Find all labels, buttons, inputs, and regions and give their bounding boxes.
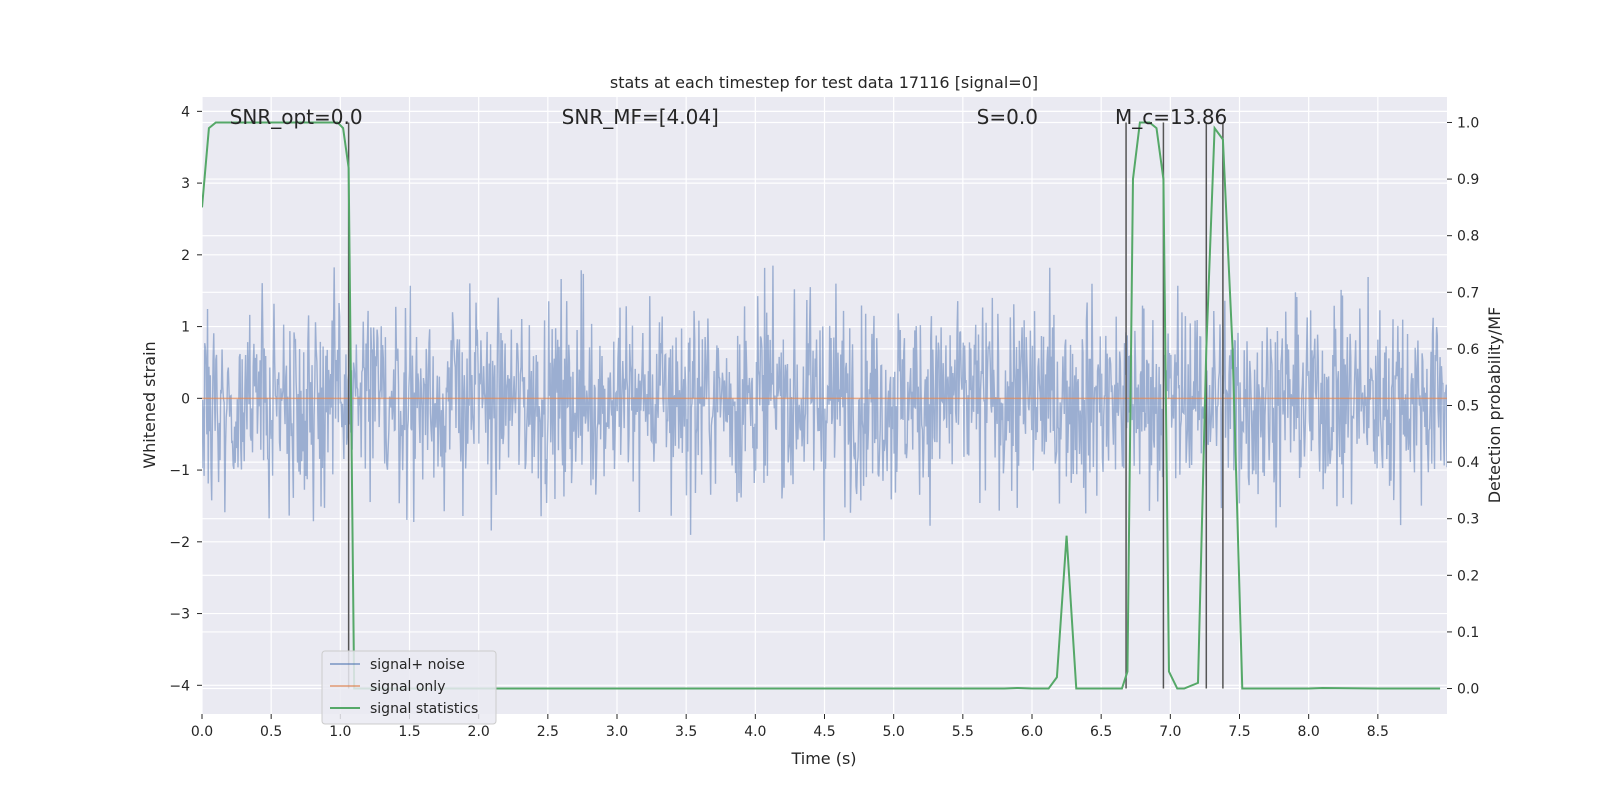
x-tick-label: 7.0 <box>1159 724 1181 740</box>
x-tick-label: 6.0 <box>1021 724 1043 740</box>
y2-tick-label: 0.9 <box>1457 172 1479 188</box>
x-tick-label: 1.0 <box>329 724 351 740</box>
signal-noise-series <box>202 265 1447 541</box>
x-tick-label: 4.5 <box>813 724 835 740</box>
legend: signal+ noise signal only signal statist… <box>321 650 497 725</box>
x-tick-label: 2.0 <box>468 724 490 740</box>
signal-statistics-series <box>202 121 1441 690</box>
y-tick-label: 2 <box>181 248 190 264</box>
y2-tick-label: 0.2 <box>1457 568 1479 584</box>
y2-tick-label: 0.4 <box>1457 455 1479 471</box>
x-tick-label: 3.5 <box>675 724 697 740</box>
y2-axis-label: Detection probability/MF <box>1485 307 1504 504</box>
plot-series <box>202 121 1447 690</box>
y-tick-label: 4 <box>181 104 190 120</box>
x-tick-label: 4.0 <box>744 724 766 740</box>
annotation-label: SNR_opt=0.0 <box>230 105 363 129</box>
y2-tick-label: 0.3 <box>1457 512 1479 528</box>
x-tick-label: 0.5 <box>260 724 282 740</box>
y2-tick-label: 0.8 <box>1457 229 1479 245</box>
x-ticks: 0.0 0.5 1.0 1.5 2.0 2.5 3.0 3.5 4.0 4.5 5.0 5.5 6.0 6… <box>191 714 1389 740</box>
y-axis-label: Whitened strain <box>140 341 159 468</box>
x-tick-label: 8.0 <box>1298 724 1320 740</box>
y-tick-label: −2 <box>169 535 190 551</box>
y-tick-label: 1 <box>181 320 190 336</box>
y2-tick-label: 0.1 <box>1457 625 1479 641</box>
x-tick-label: 3.0 <box>606 724 628 740</box>
legend-label-signal-only: signal only <box>370 679 445 695</box>
y-tick-label: −4 <box>169 678 190 694</box>
x-tick-label: 2.5 <box>537 724 559 740</box>
y2-ticks: 1.0 0.9 0.8 0.7 0.6 0.5 0.4 0.3 0.2 0.1 0.0 <box>1447 115 1479 698</box>
signal-noise-line <box>202 265 1447 541</box>
x-tick-label: 5.5 <box>952 724 974 740</box>
x-tick-label: 8.5 <box>1367 724 1389 740</box>
x-tick-label: 0.0 <box>191 724 213 740</box>
x-tick-label: 7.5 <box>1228 724 1250 740</box>
x-tick-label: 1.5 <box>398 724 420 740</box>
x-tick-label: 5.0 <box>883 724 905 740</box>
y-tick-label: 3 <box>181 176 190 192</box>
annotations: SNR_opt=0.0 SNR_MF=[4.04] S=0.0 M_c=13.86 <box>230 105 1228 129</box>
legend-box <box>321 650 497 725</box>
chart-title: stats at each timestep for test data 171… <box>610 73 1038 92</box>
y-tick-label: −1 <box>169 463 190 479</box>
y2-tick-label: 0.7 <box>1457 285 1479 301</box>
legend-label-signal-noise: signal+ noise <box>370 657 465 673</box>
x-tick-label: 6.5 <box>1090 724 1112 740</box>
annotation-label: M_c=13.86 <box>1115 105 1227 129</box>
x-axis-label: Time (s) <box>790 749 856 768</box>
y-tick-label: −3 <box>169 607 190 623</box>
y2-tick-label: 0.5 <box>1457 399 1479 415</box>
y2-tick-label: 0.6 <box>1457 342 1479 358</box>
legend-label-signal-statistics: signal statistics <box>370 701 478 717</box>
y2-tick-label: 0.0 <box>1457 682 1479 698</box>
annotation-label: S=0.0 <box>977 105 1038 129</box>
y2-tick-label: 1.0 <box>1457 115 1479 131</box>
signal-statistics-line <box>202 121 1441 690</box>
y-ticks: 4 3 2 1 0 −1 −2 −3 −4 <box>169 104 202 694</box>
y-tick-label: 0 <box>181 391 190 407</box>
annotation-label: SNR_MF=[4.04] <box>562 105 719 129</box>
